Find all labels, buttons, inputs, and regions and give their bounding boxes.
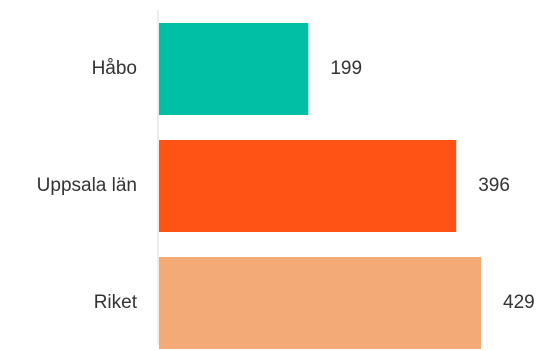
value-label-1: 396 (478, 175, 510, 196)
labels-group: Håbo 199 Uppsala län 396 Riket 429 (37, 58, 535, 313)
value-label-2: 429 (503, 292, 535, 313)
bar-0 (159, 23, 309, 115)
value-label-0: 199 (330, 58, 362, 79)
bar-1 (159, 140, 457, 232)
category-label-0: Håbo (92, 58, 137, 79)
bar-2 (159, 257, 481, 349)
category-label-2: Riket (94, 292, 138, 313)
bars-group (159, 23, 481, 349)
category-label-1: Uppsala län (37, 175, 137, 196)
